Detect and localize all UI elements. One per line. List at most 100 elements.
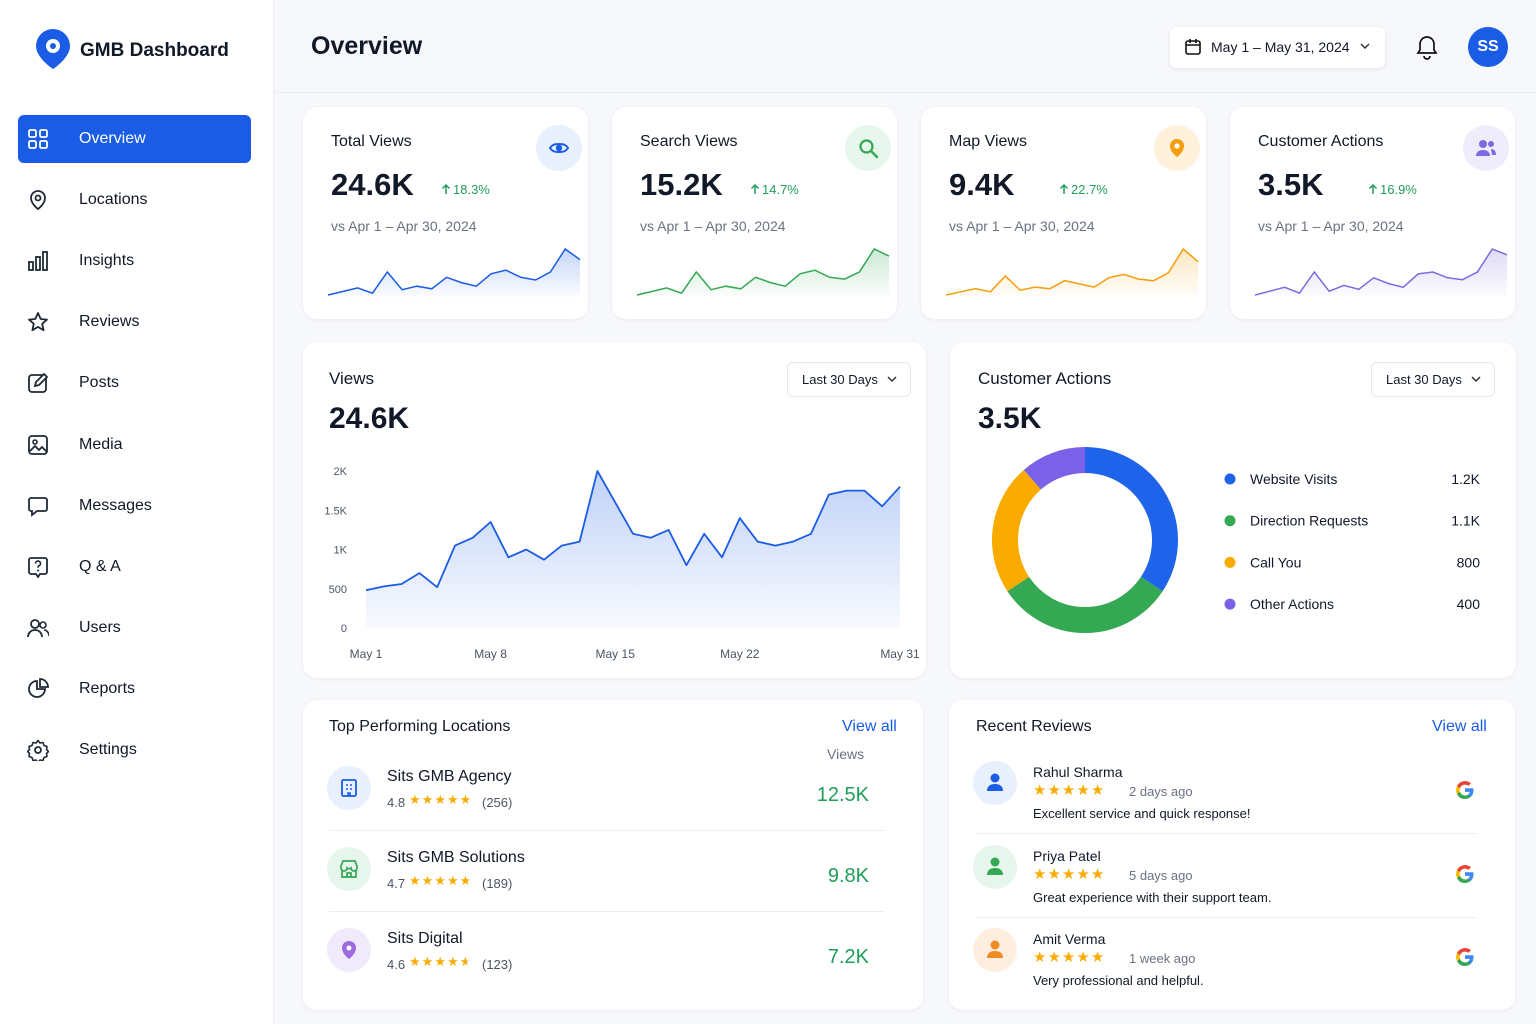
- rating-stars: ★★★★★: [1033, 865, 1105, 883]
- reviewer-avatar: [973, 928, 1017, 972]
- stat-icon-bg: [1154, 125, 1200, 171]
- nav-label: Reports: [79, 679, 136, 697]
- sparkline-area: [637, 249, 889, 297]
- y-tick-label: 0: [341, 623, 347, 635]
- icon-part: [1465, 788, 1474, 797]
- view-all-link[interactable]: View all: [842, 718, 897, 735]
- donut-chart: Website Visits 1.2K Direction Requests 1.1K…: [992, 447, 1481, 633]
- location-reviews: (189): [482, 876, 513, 891]
- period-dropdown[interactable]: Last 30 Days: [1371, 362, 1495, 397]
- icon-part: [1456, 953, 1460, 962]
- sparkline: [327, 247, 581, 297]
- legend-value: 800: [1457, 554, 1481, 570]
- icon-part: [346, 784, 352, 796]
- icon-part: [441, 183, 451, 194]
- nav-item[interactable]: Reports: [18, 665, 251, 713]
- nav-item[interactable]: Messages: [18, 482, 251, 530]
- stat-compare: vs Apr 1 – Apr 30, 2024: [1258, 218, 1404, 234]
- location-icon-bg: [327, 766, 371, 810]
- chevron-icon: [887, 376, 897, 383]
- donut-segment: [1007, 576, 1163, 633]
- icon-part: [1457, 875, 1471, 883]
- nav-item[interactable]: Q & A: [18, 543, 251, 591]
- star: ★: [1033, 865, 1048, 883]
- stat-change: 14.7%: [762, 182, 799, 197]
- trend-arrow: [441, 183, 451, 194]
- review-text: Excellent service and quick response!: [1033, 806, 1251, 821]
- nav-item[interactable]: Locations: [18, 176, 251, 224]
- reviewer-name: Rahul Sharma: [1033, 764, 1123, 780]
- period-dropdown[interactable]: Last 30 Days: [787, 362, 911, 397]
- reviewer-avatar: [973, 761, 1017, 805]
- google-icon: [1456, 864, 1474, 883]
- icon-part: [555, 144, 563, 152]
- legend-dot: [1224, 473, 1236, 485]
- nav-item[interactable]: Reviews: [18, 298, 251, 346]
- nav-item[interactable]: Media: [18, 421, 251, 469]
- sparkline-area: [328, 249, 580, 297]
- nav-item[interactable]: Posts: [18, 359, 251, 407]
- star: ★: [1076, 782, 1091, 799]
- nav-label: Users: [79, 618, 121, 636]
- user-avatar[interactable]: SS: [1468, 27, 1508, 67]
- star: ★: [459, 792, 473, 807]
- nav-icon: [27, 618, 49, 637]
- rating-stars: ★★★★★: [409, 954, 472, 970]
- line-chart: 0 500 1K 1.5K 2K May 1 May 8 May 15 May 22 May 31: [324, 466, 920, 661]
- chart-title: Customer Actions: [978, 369, 1112, 388]
- stat-value: 3.5K: [1258, 167, 1324, 202]
- star: ★: [1061, 949, 1077, 966]
- stat-card: Map Views 9.4K 22.7% vs Apr 1 – Apr 30, 202…: [921, 107, 1206, 319]
- star: ★: [1033, 949, 1048, 966]
- icon-part: [1185, 40, 1201, 55]
- location-views: 12.5K: [816, 784, 869, 806]
- star: ★: [1061, 782, 1077, 799]
- star: ★: [1033, 782, 1048, 799]
- star: ★: [434, 792, 447, 807]
- location-name: Sits GMB Agency: [387, 768, 512, 785]
- star: ★: [1061, 865, 1077, 883]
- nav-label: Posts: [79, 374, 120, 392]
- row-divider: [329, 911, 884, 912]
- card-title: Top Performing Locations: [329, 718, 511, 735]
- nav-item[interactable]: Insights: [18, 237, 251, 285]
- nav-item[interactable]: Settings: [18, 726, 251, 774]
- nav-item[interactable]: Overview: [18, 115, 251, 163]
- icon-part: [1465, 871, 1474, 881]
- location-rating: 4.7: [387, 876, 406, 891]
- star: ★: [446, 954, 460, 969]
- sparkline: [636, 248, 890, 297]
- sparkline-area: [1255, 249, 1507, 297]
- icon-part: [30, 190, 46, 211]
- star: ★: [421, 873, 435, 888]
- person-icon: [987, 773, 1003, 791]
- review-time: 5 days ago: [1129, 867, 1193, 883]
- icon-part: [34, 194, 42, 202]
- legend-dot: [1224, 598, 1236, 610]
- stat-icon: [859, 139, 879, 159]
- location-name: Sits GMB Solutions: [387, 849, 525, 866]
- nav-item[interactable]: Users: [18, 604, 251, 652]
- stat-change: 16.9%: [1380, 182, 1417, 197]
- icon-part: [990, 857, 1000, 866]
- date-range-picker[interactable]: May 1 – May 31, 2024: [1170, 27, 1385, 68]
- icon-part: [1465, 955, 1474, 964]
- row-divider: [975, 833, 1477, 834]
- date-range-label: May 1 – May 31, 2024: [1211, 39, 1350, 55]
- legend-label: Direction Requests: [1250, 513, 1368, 529]
- icon-part: [34, 559, 42, 568]
- icon-part: [37, 569, 39, 572]
- stat-value: 9.4K: [949, 167, 1015, 202]
- stat-compare: vs Apr 1 – Apr 30, 2024: [331, 218, 477, 234]
- icon-part: [1488, 141, 1494, 147]
- view-all-link[interactable]: View all: [1432, 718, 1487, 735]
- stat-label: Search Views: [640, 133, 738, 150]
- star: ★: [1076, 865, 1091, 883]
- legend-dot: [1224, 556, 1236, 568]
- nav-icon: [30, 190, 46, 211]
- icon-part: [1174, 143, 1180, 149]
- notifications-button[interactable]: [1413, 33, 1441, 61]
- legend-label: Other Actions: [1250, 596, 1334, 612]
- star: ★: [409, 873, 422, 888]
- stat-value: 24.6K: [331, 167, 414, 202]
